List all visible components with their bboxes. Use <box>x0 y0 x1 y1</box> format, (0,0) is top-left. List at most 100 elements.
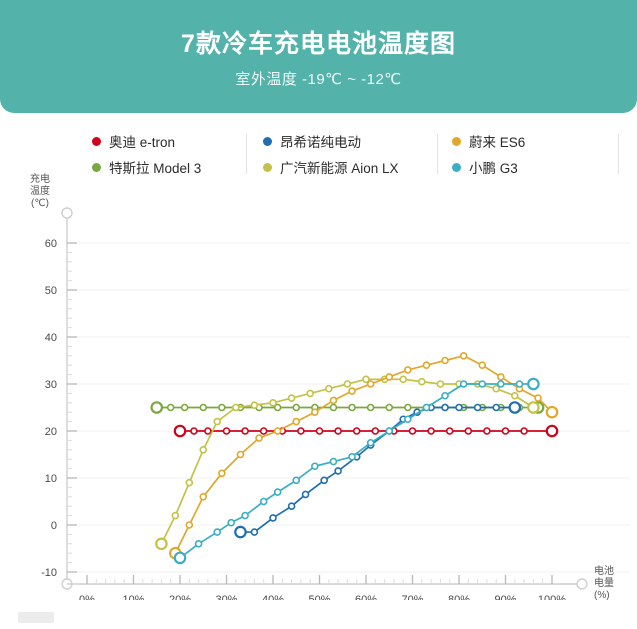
data-point <box>501 427 510 435</box>
x-axis-cap <box>576 578 588 590</box>
data-point <box>173 424 187 438</box>
data-point <box>324 384 333 393</box>
x-axis-tick-label: 50% <box>308 594 330 600</box>
data-point <box>427 427 435 435</box>
data-point <box>287 394 296 402</box>
data-point <box>399 375 408 384</box>
data-point <box>510 391 519 400</box>
legend-label: 特斯拉 Model 3 <box>109 161 202 176</box>
x-axis-title-line: 电量 <box>594 578 614 589</box>
series-奥迪 e-tron <box>173 424 559 438</box>
data-point <box>334 467 342 475</box>
y-axis-tick-label: 40 <box>45 332 57 344</box>
data-point <box>166 403 175 412</box>
legend-divider <box>618 134 619 174</box>
data-point <box>311 462 319 471</box>
data-point <box>422 403 431 412</box>
y-axis-tick-label: 50 <box>45 285 57 297</box>
data-point <box>441 356 449 365</box>
legend-dot-icon <box>452 162 461 172</box>
data-point <box>150 401 164 414</box>
data-point <box>297 427 305 435</box>
data-point <box>269 514 277 522</box>
data-point <box>329 396 338 405</box>
data-point <box>520 427 528 435</box>
data-point <box>259 427 268 435</box>
data-point <box>315 427 324 435</box>
data-point <box>190 427 198 435</box>
header-banner: 7款冷车充电电池温度图 室外温度 -19℃ ~ -12℃ <box>0 0 637 113</box>
data-point <box>180 403 189 412</box>
data-point <box>306 389 315 398</box>
x-axis-title: 电池 电量 (%) <box>594 566 634 602</box>
data-point <box>404 403 412 412</box>
chart-area: 充电 温度 (℃) 电池 电量 (%) -10 0 10 20 30 40 50 60 0% 10% 20%… <box>0 174 637 629</box>
data-point <box>334 427 342 435</box>
line-chart-svg: -10 0 10 20 30 40 50 60 0% 10% 20% 30% 40% 50% 60% 70% 8… <box>41 207 630 600</box>
data-point <box>199 492 208 501</box>
data-point <box>250 528 259 536</box>
legend-item-encino-ev[interactable]: 昂希诺纯电动 <box>263 128 399 154</box>
data-point <box>459 380 468 388</box>
y-axis-tick-label: 60 <box>45 238 57 250</box>
data-point <box>273 488 282 496</box>
data-point <box>329 457 338 466</box>
legend-item-xpeng-g3[interactable]: 小鹏 G3 <box>452 154 525 180</box>
legend-divider <box>246 134 247 174</box>
data-point <box>194 539 203 548</box>
data-point <box>404 415 412 424</box>
legend-column-3: 蔚来 ES6 小鹏 G3 <box>452 128 525 180</box>
data-point <box>408 427 417 435</box>
footer-placeholder <box>18 612 54 623</box>
data-point <box>445 427 454 435</box>
data-point <box>371 427 380 435</box>
data-point <box>545 405 559 419</box>
data-point <box>534 394 542 402</box>
legend-item-audi-etron[interactable]: 奥迪 e-tron <box>92 128 201 154</box>
legend-label: 蔚来 ES6 <box>469 135 526 150</box>
data-point <box>236 450 245 459</box>
legend-item-nio-es6[interactable]: 蔚来 ES6 <box>452 128 525 154</box>
data-point <box>273 403 282 412</box>
x-axis-tick-label: 100% <box>538 594 566 600</box>
data-point <box>436 380 445 388</box>
data-point <box>301 490 310 499</box>
legend-item-aion-lx[interactable]: 广汽新能源 Aion LX <box>263 154 399 180</box>
data-point <box>241 511 249 520</box>
data-point <box>343 380 352 388</box>
y-axis-title: 充电 温度 (℃) <box>22 174 58 210</box>
x-axis-title-line: 电池 <box>594 566 614 577</box>
data-point <box>362 375 370 384</box>
y-axis-cap <box>61 207 73 219</box>
data-point <box>292 417 301 426</box>
data-point <box>287 502 296 511</box>
x-axis-tick-label: 70% <box>401 594 423 600</box>
x-axis-tick-label: 80% <box>448 594 470 600</box>
x-axis-tick-label: 40% <box>262 594 284 600</box>
x-axis-tick-label: 60% <box>355 594 377 600</box>
legend-dot-icon <box>92 162 101 172</box>
data-point <box>483 427 491 435</box>
x-axis-tick-label: 10% <box>122 594 144 600</box>
series-line <box>239 406 516 533</box>
legend-item-tesla-model3[interactable]: 特斯拉 Model 3 <box>92 154 201 180</box>
data-point <box>329 403 338 412</box>
data-point <box>241 427 249 435</box>
data-point <box>185 478 194 487</box>
x-axis-title-line: (%) <box>594 590 610 601</box>
data-point <box>259 497 268 506</box>
series-昂希诺纯电动 <box>234 401 522 539</box>
x-axis-tick-label: 90% <box>494 594 516 600</box>
data-point <box>545 424 559 438</box>
legend-divider <box>437 134 438 174</box>
data-point <box>348 387 356 395</box>
data-point <box>173 551 187 565</box>
data-point <box>385 403 394 412</box>
data-point <box>234 525 247 539</box>
page-subtitle: 室外温度 -19℃ ~ -12℃ <box>235 71 402 88</box>
data-point <box>455 403 463 412</box>
data-point <box>478 380 487 388</box>
data-point <box>464 427 473 435</box>
data-point <box>227 518 235 527</box>
